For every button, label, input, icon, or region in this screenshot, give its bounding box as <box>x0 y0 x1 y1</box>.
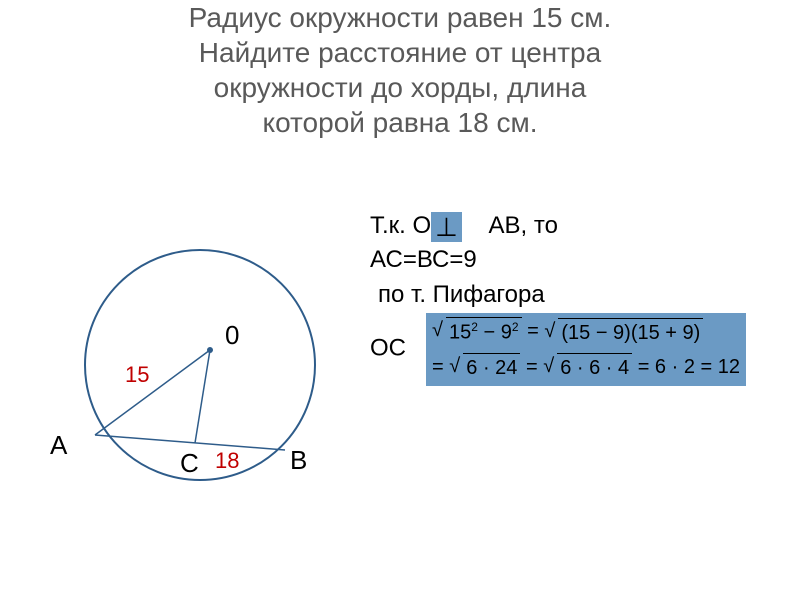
label-A: A <box>50 430 67 461</box>
solution-line-2: АС=ВС=9 <box>370 244 790 276</box>
label-B: B <box>290 445 307 476</box>
f-minus: − <box>478 322 501 344</box>
f-eq3: = 6 · 2 = 12 <box>632 356 740 378</box>
label-chord-18: 18 <box>215 448 239 474</box>
f-exp1: 2 <box>471 320 478 334</box>
sol1-a: Т.к. О <box>370 212 431 239</box>
title-line-4: которой равна 18 см. <box>20 105 780 140</box>
f-l2eq: = <box>432 356 449 378</box>
title-line-3: окружности до хорды, длина <box>20 70 780 105</box>
perpendicular-symbol: ⊥ <box>431 212 462 242</box>
label-O: 0 <box>225 320 239 351</box>
center-dot <box>207 347 213 353</box>
solution-line-4: ОС 152 − 92 = (15 − 9)(15 + 9) = 6 · 24 … <box>370 313 790 386</box>
segment-OC <box>195 350 210 443</box>
formula-box: 152 − 92 = (15 − 9)(15 + 9) = 6 · 24 = 6… <box>426 313 746 386</box>
solution-line-1: Т.к. О⊥ АВ, то <box>370 210 790 242</box>
oc-label: ОС <box>370 335 406 362</box>
sol1-b: АВ, то <box>489 212 558 239</box>
sqrt-2: (15 − 9)(15 + 9) <box>544 318 703 347</box>
problem-title: Радиус окружности равен 15 см. Найдите р… <box>0 0 800 140</box>
diagram-svg <box>40 230 360 530</box>
f-eq1: = <box>522 320 545 342</box>
radius-OA <box>95 350 210 435</box>
f-base1: 15 <box>449 322 471 344</box>
solution-line-3: по т. Пифагора <box>370 279 790 311</box>
sqrt-1: 152 − 92 <box>432 317 522 347</box>
f-exp2: 2 <box>512 320 519 334</box>
formula-line-2: = 6 · 24 = 6 · 6 · 4 = 6 · 2 = 12 <box>432 353 740 382</box>
f-p3: 6 · 24 <box>463 353 520 382</box>
circle-outline <box>85 250 315 480</box>
f-base2: 9 <box>501 322 512 344</box>
circle-diagram: 0 A B C 15 18 <box>40 230 360 550</box>
f-p4: 6 · 6 · 4 <box>557 353 632 382</box>
label-C: C <box>180 448 199 479</box>
label-radius-15: 15 <box>125 362 149 388</box>
f-eq2: = <box>520 356 543 378</box>
f-p2a: (15 − 9) <box>561 322 630 344</box>
sqrt-3: 6 · 24 <box>449 353 520 382</box>
solution-text: Т.к. О⊥ АВ, то АС=ВС=9 по т. Пифагора ОС… <box>370 210 790 388</box>
f-p2b: (15 + 9) <box>631 322 700 344</box>
title-line-2: Найдите расстояние от центра <box>20 35 780 70</box>
title-line-1: Радиус окружности равен 15 см. <box>20 0 780 35</box>
sqrt-4: 6 · 6 · 4 <box>543 353 632 382</box>
